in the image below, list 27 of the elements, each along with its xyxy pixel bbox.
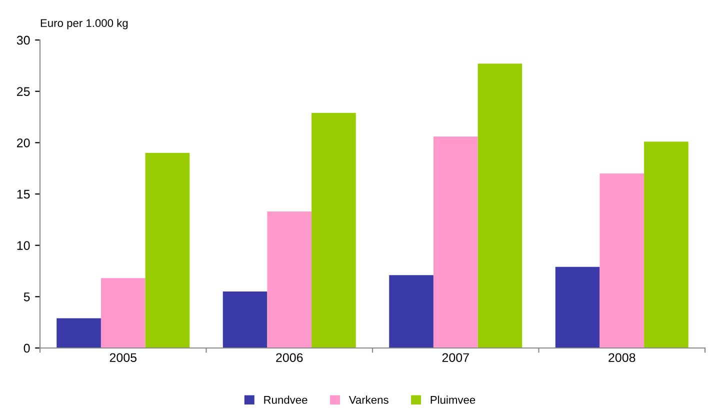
x-tick-label: 2006 bbox=[276, 353, 303, 362]
bar bbox=[267, 211, 312, 348]
legend-label: Varkens bbox=[348, 396, 388, 404]
bar bbox=[56, 318, 101, 348]
legend-label: Rundvee bbox=[264, 396, 308, 404]
bar bbox=[644, 142, 688, 348]
y-tick-label: 15 bbox=[17, 190, 30, 199]
bar bbox=[555, 266, 600, 348]
bar bbox=[478, 64, 522, 348]
bar bbox=[145, 152, 190, 348]
bar bbox=[600, 173, 644, 348]
y-tick-label: 30 bbox=[16, 36, 30, 45]
y-tick-label: 25 bbox=[17, 87, 30, 96]
y-axis-title: Euro per 1.000 kg bbox=[40, 18, 128, 30]
bar bbox=[389, 275, 434, 348]
bar bbox=[222, 292, 268, 348]
x-tick-label: 2005 bbox=[110, 353, 137, 362]
y-tick-label: 10 bbox=[17, 241, 30, 250]
bar bbox=[433, 136, 478, 348]
bar bbox=[312, 112, 356, 348]
x-tick-label: 2007 bbox=[442, 353, 469, 362]
y-tick-label: 20 bbox=[17, 138, 30, 148]
x-tick-label: 2008 bbox=[608, 353, 636, 362]
y-tick-label: 0 bbox=[24, 344, 30, 353]
y-tick-label: 5 bbox=[24, 292, 30, 302]
legend-label: Pluimvee bbox=[430, 396, 476, 404]
bar bbox=[100, 278, 146, 348]
